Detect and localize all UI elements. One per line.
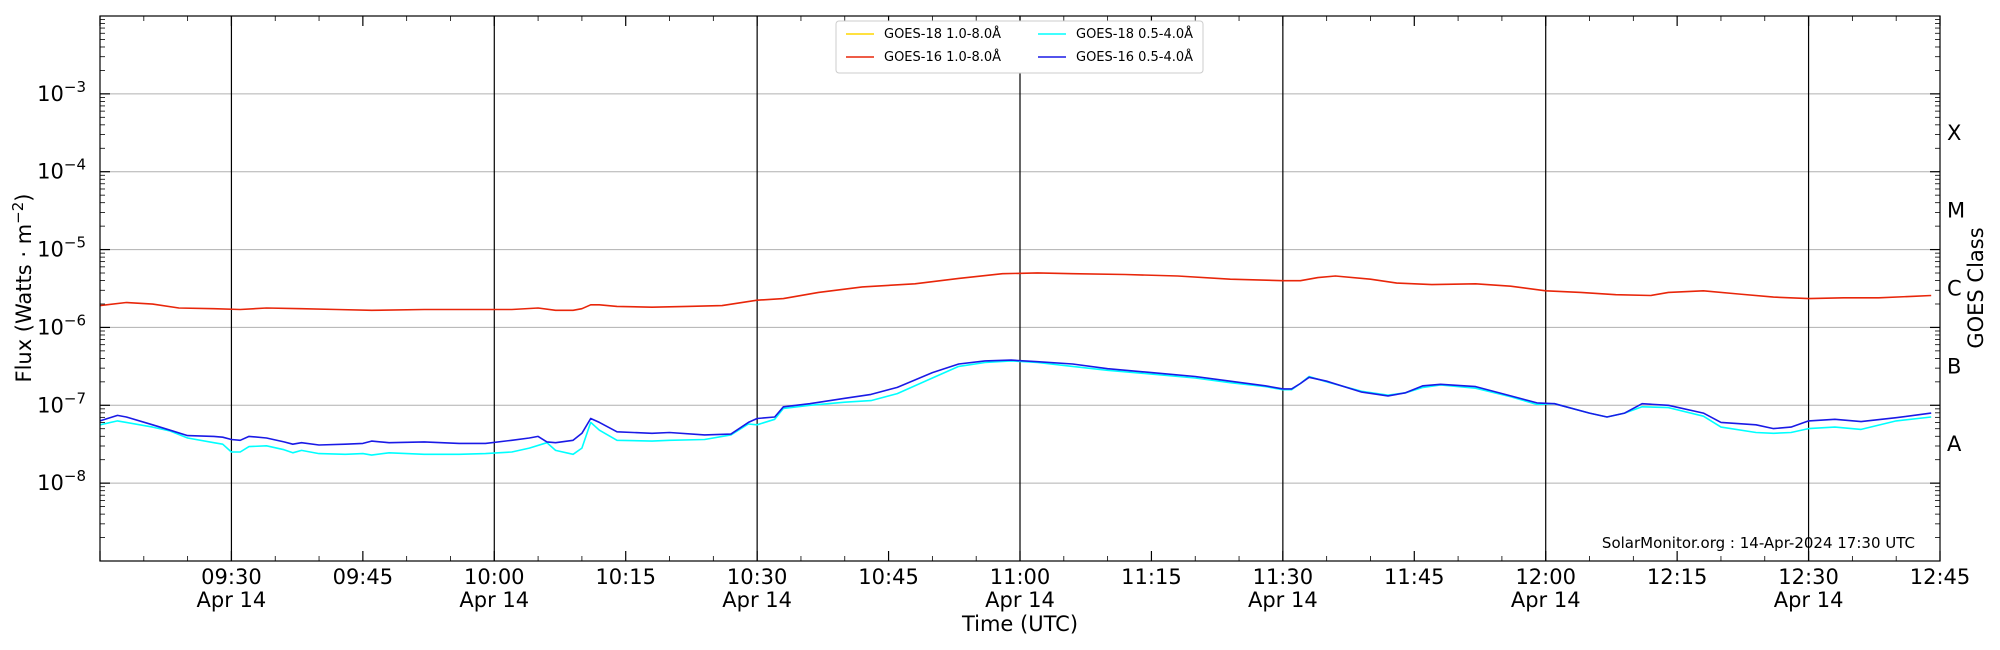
y-tick-label: 10−4 — [37, 156, 86, 184]
right-axis-label: GOES Class — [1964, 227, 1988, 348]
legend-label: GOES-16 0.5-4.0Å — [1076, 49, 1193, 65]
x-tick-label: 10:15 — [595, 565, 656, 589]
goes-class-a: A — [1947, 432, 1962, 456]
legend-label: GOES-18 1.0-8.0Å — [884, 26, 1001, 42]
x-tick-label: 12:15 — [1647, 565, 1708, 589]
x-tick-label: 11:30 — [1253, 565, 1314, 589]
x-tick-label: 11:45 — [1384, 565, 1445, 589]
y-axis-ticks: 10−3 10−4 10−5 10−6 10−7 10−8 — [37, 19, 1940, 538]
goes-class-labels: X M C B A — [1947, 121, 1965, 456]
goes-class-c: C — [1947, 277, 1962, 301]
legend-label: GOES-16 1.0-8.0Å — [884, 49, 1001, 65]
y-tick-label: 10−3 — [37, 78, 86, 106]
x-tick-label: 09:30 — [201, 565, 262, 589]
goes-class-b: B — [1947, 354, 1961, 378]
x-tick-date: Apr 14 — [722, 588, 792, 612]
source-annotation: SolarMonitor.org : 14-Apr-2024 17:30 UTC — [1602, 534, 1915, 552]
time-marker-lines — [230, 16, 1810, 561]
goes-class-x: X — [1947, 121, 1961, 145]
series-line-3 — [99, 359, 1932, 446]
x-tick-label: 10:00 — [464, 565, 525, 589]
y-tick-label: 10−5 — [37, 234, 86, 262]
x-tick-date: Apr 14 — [985, 588, 1055, 612]
x-tick-date: Apr 14 — [1248, 588, 1318, 612]
x-axis-label: Time (UTC) — [961, 612, 1078, 636]
x-tick-label: 12:30 — [1778, 565, 1839, 589]
x-tick-label: 12:45 — [1910, 565, 1971, 589]
y-axis-label: Flux (Watts · m−2) — [9, 193, 36, 382]
legend: GOES-18 1.0-8.0Å GOES-16 1.0-8.0Å GOES-18 … — [835, 20, 1204, 74]
legend-box — [835, 20, 1204, 74]
series-line-1 — [99, 272, 1932, 312]
y-tick-label: 10−8 — [37, 467, 86, 495]
x-tick-label: 10:30 — [727, 565, 788, 589]
series-layer — [99, 272, 1932, 456]
x-tick-date: Apr 14 — [459, 588, 529, 612]
x-tick-date: Apr 14 — [197, 588, 267, 612]
y-tick-label: 10−7 — [37, 389, 86, 417]
y-tick-label: 10−6 — [37, 311, 86, 339]
x-tick-label: 11:00 — [990, 565, 1051, 589]
goes-class-m: M — [1947, 199, 1965, 223]
x-tick-label: 10:45 — [858, 565, 919, 589]
x-tick-label: 12:00 — [1515, 565, 1576, 589]
x-tick-label: 11:15 — [1121, 565, 1182, 589]
x-tick-date: Apr 14 — [1511, 588, 1581, 612]
x-tick-date: Apr 14 — [1774, 588, 1844, 612]
x-tick-label: 09:45 — [333, 565, 394, 589]
legend-label: GOES-18 0.5-4.0Å — [1076, 26, 1193, 42]
